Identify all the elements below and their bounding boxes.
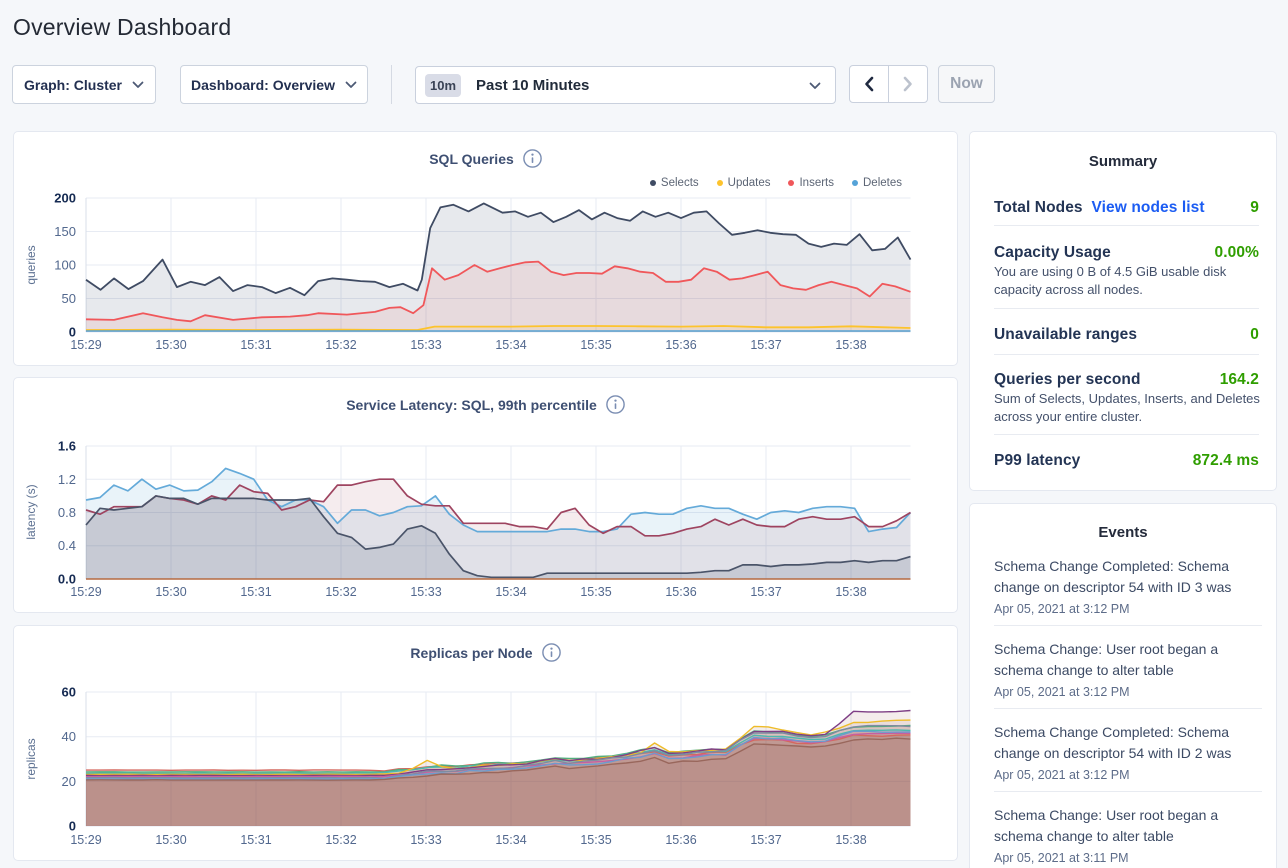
- svg-text:15:37: 15:37: [750, 833, 781, 847]
- svg-text:40: 40: [62, 729, 76, 744]
- svg-text:15:36: 15:36: [665, 585, 696, 599]
- svg-text:15:34: 15:34: [495, 338, 526, 352]
- svg-text:1.6: 1.6: [58, 439, 76, 454]
- svg-text:15:29: 15:29: [70, 585, 101, 599]
- svg-text:15:38: 15:38: [835, 585, 866, 599]
- svg-text:15:38: 15:38: [835, 338, 866, 352]
- svg-text:15:35: 15:35: [580, 338, 611, 352]
- svg-text:15:37: 15:37: [750, 338, 781, 352]
- svg-text:15:34: 15:34: [495, 833, 526, 847]
- svg-text:15:33: 15:33: [410, 338, 441, 352]
- svg-text:15:35: 15:35: [580, 585, 611, 599]
- svg-text:150: 150: [54, 224, 76, 239]
- svg-text:15:30: 15:30: [155, 833, 186, 847]
- svg-text:15:33: 15:33: [410, 585, 441, 599]
- svg-text:20: 20: [62, 774, 76, 789]
- svg-text:0.8: 0.8: [58, 505, 76, 520]
- svg-text:0: 0: [69, 819, 76, 834]
- svg-text:50: 50: [62, 291, 76, 306]
- svg-text:15:37: 15:37: [750, 585, 781, 599]
- svg-text:15:36: 15:36: [665, 833, 696, 847]
- svg-text:0.0: 0.0: [58, 572, 76, 587]
- svg-text:200: 200: [54, 191, 76, 206]
- svg-text:15:38: 15:38: [835, 833, 866, 847]
- svg-text:60: 60: [62, 685, 76, 700]
- svg-text:replicas: replicas: [24, 738, 38, 779]
- svg-text:queries: queries: [24, 245, 38, 284]
- svg-text:15:29: 15:29: [70, 833, 101, 847]
- svg-text:0: 0: [69, 325, 76, 340]
- svg-text:15:31: 15:31: [240, 833, 271, 847]
- svg-text:15:31: 15:31: [240, 585, 271, 599]
- svg-text:15:30: 15:30: [155, 585, 186, 599]
- svg-text:latency (s): latency (s): [24, 484, 38, 539]
- svg-text:15:35: 15:35: [580, 833, 611, 847]
- svg-text:15:31: 15:31: [240, 338, 271, 352]
- svg-text:15:30: 15:30: [155, 338, 186, 352]
- svg-text:1.2: 1.2: [58, 472, 76, 487]
- svg-text:0.4: 0.4: [58, 538, 76, 553]
- svg-text:15:32: 15:32: [325, 833, 356, 847]
- svg-text:15:36: 15:36: [665, 338, 696, 352]
- svg-text:15:32: 15:32: [325, 585, 356, 599]
- svg-text:15:29: 15:29: [70, 338, 101, 352]
- svg-text:15:32: 15:32: [325, 338, 356, 352]
- svg-text:100: 100: [54, 258, 76, 273]
- svg-text:15:34: 15:34: [495, 585, 526, 599]
- svg-text:15:33: 15:33: [410, 833, 441, 847]
